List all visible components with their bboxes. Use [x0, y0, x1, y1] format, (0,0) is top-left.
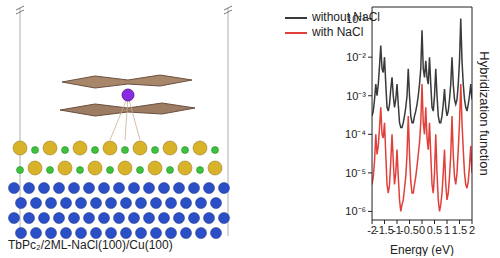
- svg-text:2: 2: [469, 224, 475, 236]
- svg-text:-0.5: -0.5: [400, 224, 419, 236]
- svg-text:1.5: 1.5: [452, 224, 467, 236]
- svg-text:10⁻⁴: 10⁻⁴: [345, 128, 366, 140]
- svg-text:Energy (eV): Energy (eV): [390, 243, 454, 256]
- svg-text:10⁻²: 10⁻²: [346, 51, 366, 63]
- svg-text:Hybridization function: Hybridization function: [477, 51, 492, 175]
- svg-text:0.5: 0.5: [427, 224, 442, 236]
- svg-text:10⁻⁶: 10⁻⁶: [345, 205, 366, 217]
- svg-text:10⁻⁵: 10⁻⁵: [345, 167, 366, 179]
- svg-text:1: 1: [444, 224, 450, 236]
- svg-text:10⁻³: 10⁻³: [346, 90, 366, 102]
- svg-text:10⁻¹: 10⁻¹: [346, 13, 366, 25]
- svg-text:0: 0: [419, 224, 425, 236]
